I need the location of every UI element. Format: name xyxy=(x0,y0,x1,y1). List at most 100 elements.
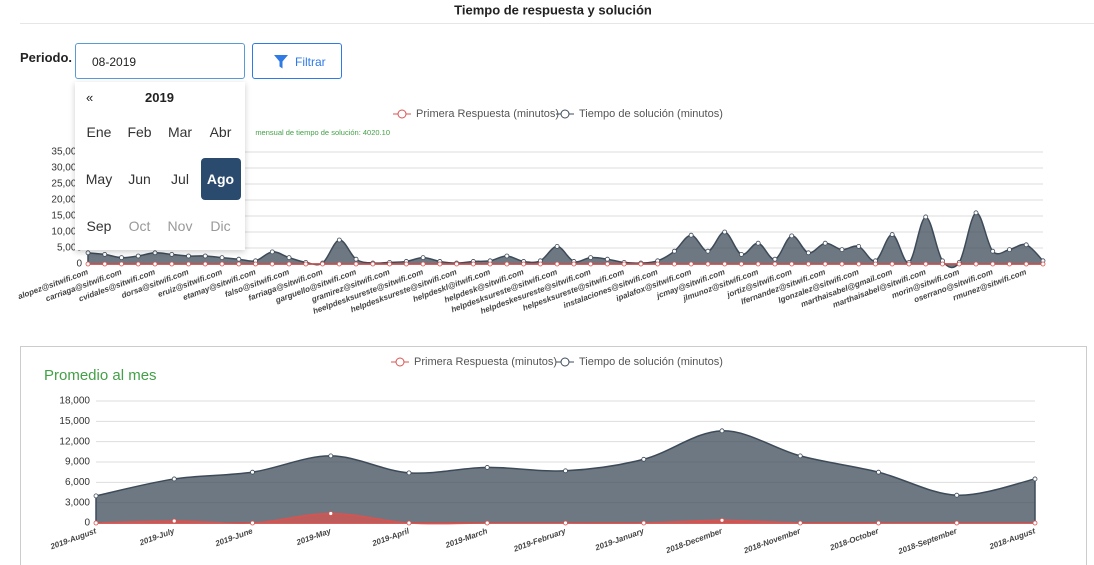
data-point xyxy=(328,453,334,459)
data-point xyxy=(954,492,960,498)
data-point xyxy=(420,261,426,267)
data-point xyxy=(906,261,912,267)
data-point xyxy=(370,261,376,267)
data-point xyxy=(336,237,342,243)
data-point xyxy=(320,261,325,267)
data-point xyxy=(722,261,728,267)
data-point xyxy=(722,229,728,235)
data-point xyxy=(487,261,493,267)
period-input[interactable]: 08-2019 xyxy=(75,43,245,79)
data-point xyxy=(954,520,960,526)
data-point xyxy=(571,261,577,267)
legend-label: Primera Respuesta (minutos) xyxy=(416,108,559,120)
x-tick-label: 2019-June xyxy=(213,526,254,548)
data-point xyxy=(1023,261,1029,267)
chart-panel xyxy=(20,346,1087,565)
data-point xyxy=(85,250,91,256)
data-point xyxy=(672,261,677,267)
data-point xyxy=(152,250,158,256)
data-point xyxy=(672,248,677,254)
data-point xyxy=(504,261,510,267)
data-point xyxy=(186,253,191,259)
data-point xyxy=(554,243,560,249)
chart-title: Promedio al mes xyxy=(44,367,157,384)
data-point xyxy=(119,261,124,267)
data-point xyxy=(563,468,568,474)
month-option[interactable]: Ene xyxy=(86,124,112,140)
data-point xyxy=(822,261,828,267)
data-point xyxy=(93,520,99,526)
data-point xyxy=(797,520,803,526)
prev-year[interactable]: « xyxy=(86,90,94,105)
x-tick-label: 2018-December xyxy=(664,526,724,555)
data-point xyxy=(250,520,255,526)
y-tick-label: 9,000 xyxy=(65,457,90,468)
data-point xyxy=(537,261,543,267)
month-option[interactable]: May xyxy=(85,171,113,187)
data-point xyxy=(328,511,334,516)
data-point xyxy=(102,261,108,267)
data-point xyxy=(1032,476,1038,482)
month-option[interactable]: Mar xyxy=(167,124,193,140)
data-point xyxy=(484,465,490,470)
y-tick-label: 5,000 xyxy=(57,243,82,254)
month-option: Oct xyxy=(128,218,151,234)
data-point xyxy=(336,261,342,267)
data-point xyxy=(219,261,225,267)
data-point xyxy=(169,261,175,267)
data-point xyxy=(353,261,359,267)
legend-marker xyxy=(560,109,570,119)
data-point xyxy=(772,256,778,262)
data-point xyxy=(236,261,242,267)
period-label: Periodo. xyxy=(20,50,73,65)
x-tick-label: 2019-April xyxy=(370,526,411,548)
month-option[interactable]: Sep xyxy=(86,218,112,234)
month-option[interactable]: Jul xyxy=(171,171,189,187)
data-point xyxy=(856,261,862,267)
data-point xyxy=(236,256,242,262)
series-area xyxy=(87,212,1044,269)
month-option[interactable]: Jun xyxy=(128,171,151,187)
data-point xyxy=(873,261,878,267)
data-point xyxy=(219,255,225,261)
data-point xyxy=(990,248,996,254)
data-point xyxy=(889,261,895,267)
x-tick-label: 2018-August xyxy=(987,526,1036,551)
data-point xyxy=(876,469,881,475)
data-point xyxy=(563,520,568,526)
picker-year: 2019 xyxy=(145,90,174,105)
data-point xyxy=(454,261,459,267)
data-point xyxy=(641,520,647,526)
data-point xyxy=(588,261,594,267)
data-point xyxy=(186,261,191,267)
data-point xyxy=(119,255,124,261)
button-label: Filtrar xyxy=(295,55,326,69)
data-point xyxy=(286,261,292,267)
series-area xyxy=(95,430,1036,524)
data-point xyxy=(876,520,881,526)
y-tick-label: 15,000 xyxy=(51,211,82,222)
data-point xyxy=(202,253,208,259)
data-point xyxy=(705,261,711,267)
data-point xyxy=(1040,261,1046,267)
legend-marker xyxy=(397,109,407,119)
data-point xyxy=(269,261,275,267)
x-tick-label: 2019-August xyxy=(48,526,97,551)
data-point xyxy=(923,261,929,267)
y-tick-label: 0 xyxy=(76,259,82,270)
data-point xyxy=(822,240,828,246)
filter-button[interactable]: Filtrar xyxy=(252,43,342,79)
data-point xyxy=(169,251,175,257)
month-option[interactable]: Abr xyxy=(209,124,232,140)
month-option[interactable]: Ago xyxy=(200,158,241,200)
data-point xyxy=(554,261,560,267)
data-point xyxy=(406,470,412,476)
funnel-icon xyxy=(274,55,288,69)
data-point xyxy=(956,261,962,267)
y-tick-label: 15,000 xyxy=(59,416,90,427)
month-option[interactable]: Feb xyxy=(127,124,152,140)
data-point xyxy=(303,261,309,267)
input-value: 08-2019 xyxy=(92,55,137,69)
